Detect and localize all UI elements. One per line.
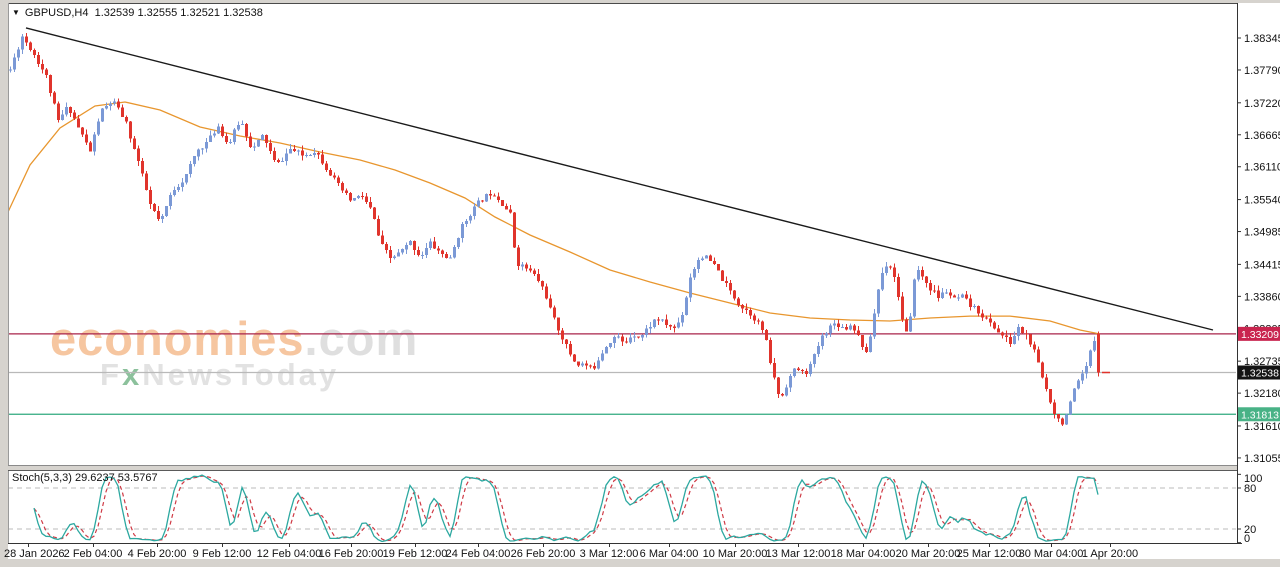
- time-label: 4 Feb 20:00: [128, 548, 187, 560]
- price-tick-label: 1.36665: [1244, 130, 1280, 142]
- quote-open: 1.32539: [94, 7, 135, 19]
- descending-trendline[interactable]: [25, 27, 1214, 331]
- quote-low: 1.32521: [180, 7, 221, 19]
- price-tick-label: 1.31055: [1244, 453, 1280, 465]
- stochastic-panel[interactable]: [8, 474, 1237, 542]
- time-label: 13 Mar 12:00: [766, 548, 831, 560]
- quote-high: 1.32555: [137, 7, 178, 19]
- time-label: 19 Feb 12:00: [383, 548, 448, 560]
- price-tick-label: 1.34985: [1244, 227, 1280, 239]
- svg-text:1.33209: 1.33209: [1241, 329, 1279, 341]
- price-tick-label: 1.31610: [1244, 421, 1280, 433]
- stoch-tick-label: 0: [1244, 533, 1250, 545]
- watermark-subbrand: FxNewsToday: [100, 357, 340, 393]
- bear-wicks: [26, 32, 1099, 426]
- price-tick-label: 1.32735: [1244, 356, 1280, 368]
- price-badge-bid: 1.32538: [1238, 365, 1280, 380]
- panel-separator[interactable]: [8, 466, 1237, 470]
- stoch-tick-label: 20: [1244, 524, 1256, 536]
- stoch-d-line: [33, 475, 1099, 542]
- time-label: 30 Mar 04:00: [1019, 548, 1084, 560]
- time-label: 2 Feb 04:00: [64, 548, 123, 560]
- time-label: 26 Feb 20:00: [511, 548, 576, 560]
- price-tick-label: 1.34415: [1244, 259, 1280, 271]
- price-tick-label: 1.37220: [1244, 98, 1280, 110]
- candles-group: [9, 32, 1100, 426]
- price-tick-label: 1.32180: [1244, 388, 1280, 400]
- time-label: 18 Mar 04:00: [831, 548, 896, 560]
- price-panel[interactable]: [8, 27, 1237, 426]
- bear-bodies: [25, 36, 1100, 425]
- watermark: economies.com FxNewsToday: [50, 314, 418, 392]
- stochastic-indicator-label: Stoch(5,3,3) 29.6237 53.5767: [12, 472, 158, 484]
- svg-text:1.32538: 1.32538: [1241, 368, 1279, 380]
- time-label: 24 Feb 04:00: [446, 548, 511, 560]
- collapse-quotes-icon[interactable]: ▼: [12, 8, 20, 17]
- stoch-k-line: [33, 474, 1099, 542]
- stoch-tick-label: 80: [1244, 483, 1256, 495]
- price-tick-label: 1.37790: [1244, 65, 1280, 77]
- bull-wicks: [10, 33, 1095, 425]
- stoch-tick-label: 100: [1244, 473, 1262, 485]
- time-label: 25 Mar 12:00: [957, 548, 1022, 560]
- price-badge-support: 1.31813: [1238, 407, 1280, 422]
- time-label: 6 Mar 04:00: [640, 548, 699, 560]
- price-axis[interactable]: 1.38345 1.37790 1.37220 1.36665 1.36110 1.355…: [1237, 33, 1280, 465]
- symbol-name: GBPUSD,H4: [24, 7, 89, 19]
- price-badge-resistance: 1.33209: [1238, 326, 1280, 341]
- price-tick-label: 1.35540: [1244, 195, 1280, 207]
- price-tick-label: 1.38345: [1244, 33, 1280, 45]
- time-label: 20 Mar 20:00: [896, 548, 961, 560]
- time-label: 16 Feb 20:00: [319, 548, 384, 560]
- quote-close: 1.32538: [223, 7, 263, 19]
- time-label: 10 Mar 20:00: [703, 548, 768, 560]
- time-label: 9 Feb 12:00: [193, 548, 252, 560]
- time-label: 28 Jan 2026: [4, 548, 65, 560]
- symbol-info-bar: ▼ GBPUSD,H4 1.32539 1.32555 1.32521 1.325…: [12, 7, 263, 19]
- time-label: 1 Apr 20:00: [1082, 548, 1138, 560]
- svg-text:1.31813: 1.31813: [1241, 409, 1279, 421]
- time-label: 12 Feb 04:00: [257, 548, 322, 560]
- ma-line[interactable]: [8, 101, 1101, 335]
- price-tick-label: 1.36110: [1244, 162, 1280, 174]
- watermark-brand: economies.com: [50, 312, 419, 365]
- price-tick-label: 1.33860: [1244, 291, 1280, 303]
- time-axis[interactable]: 28 Jan 2026 2 Feb 04:00 4 Feb 20:00 9 Feb 1…: [4, 543, 1138, 560]
- bull-bodies: [9, 36, 1096, 425]
- time-label: 3 Mar 12:00: [580, 548, 639, 560]
